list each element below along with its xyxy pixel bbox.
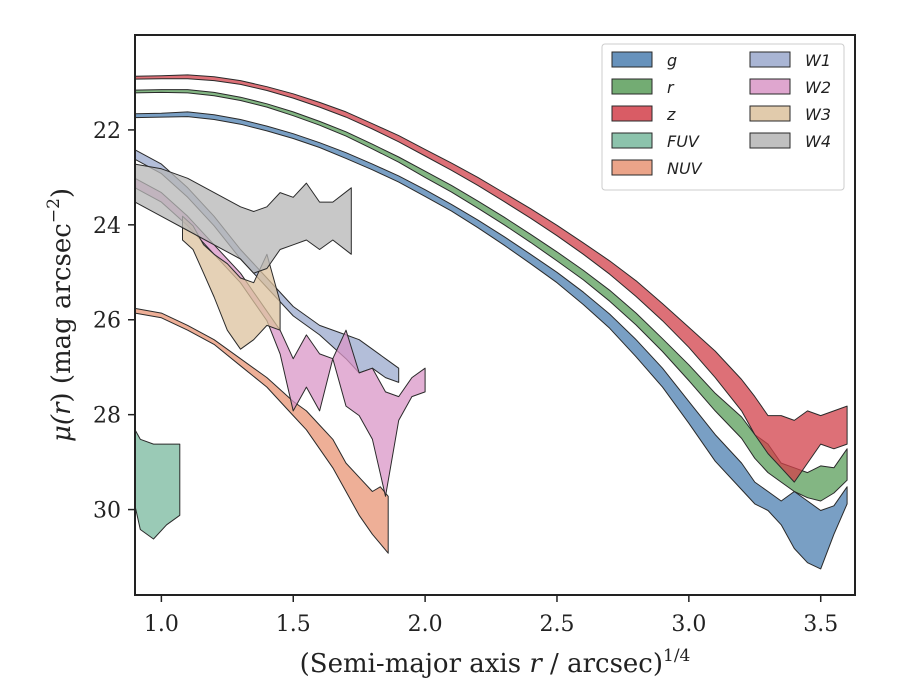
y-axis-label: μ(r) (mag arcsec−2) xyxy=(44,188,77,442)
x-axis-label: (Semi-major axis r / arcsec)1/4 xyxy=(300,646,691,679)
y-tick-label: 30 xyxy=(93,499,121,524)
legend-swatch-w1 xyxy=(750,52,790,67)
x-axis-label-exponent: 1/4 xyxy=(663,646,690,666)
legend-swatch-g xyxy=(612,52,652,67)
legend-label-nuv: NUV xyxy=(667,159,703,178)
legend-swatch-w4 xyxy=(750,133,790,148)
legend-swatch-fuv xyxy=(612,133,652,148)
y-axis-label-exponent: −2 xyxy=(44,198,64,223)
legend-label-z: z xyxy=(666,105,676,124)
y-tick-label: 28 xyxy=(93,404,121,429)
legend-swatch-z xyxy=(612,106,652,121)
surface-brightness-chart: 1.0 1.5 2.0 2.5 3.0 3.5 22 24 26 28 30 (Semi-majo… xyxy=(0,0,900,700)
legend-swatch-r xyxy=(612,79,652,94)
legend-swatch-nuv xyxy=(612,160,652,175)
y-axis-label-unit: ) (mag arcsec xyxy=(47,223,77,402)
legend-label-g: g xyxy=(667,51,677,70)
legend-label-w1: W1 xyxy=(805,51,831,70)
legend-label-fuv: FUV xyxy=(667,132,700,151)
y-axis-label-end: ) xyxy=(47,188,77,198)
x-tick-label: 3.5 xyxy=(803,612,838,637)
y-tick-label: 22 xyxy=(93,119,121,144)
legend-label-w4: W4 xyxy=(805,132,831,151)
legend-swatch-w3 xyxy=(750,106,790,121)
y-tick-label: 24 xyxy=(93,214,121,239)
x-tick-label: 2.0 xyxy=(408,612,443,637)
x-axis-label-pre: (Semi-major axis xyxy=(300,649,530,679)
x-tick-label: 1.0 xyxy=(144,612,179,637)
x-axis-label-post: / arcsec) xyxy=(542,649,663,679)
x-axis-ticks: 1.0 1.5 2.0 2.5 3.0 3.5 xyxy=(144,595,838,637)
legend-label-w3: W3 xyxy=(805,105,831,124)
legend-swatch-w2 xyxy=(750,79,790,94)
x-tick-label: 2.5 xyxy=(539,612,574,637)
y-tick-label: 26 xyxy=(93,309,121,334)
band-w4 xyxy=(135,164,351,273)
y-axis-label-mu: μ( xyxy=(47,414,77,442)
y-axis-ticks: 22 24 26 28 30 xyxy=(93,119,135,524)
band-fuv xyxy=(135,430,180,539)
x-tick-label: 1.5 xyxy=(276,612,311,637)
x-tick-label: 3.0 xyxy=(671,612,706,637)
legend-label-w2: W2 xyxy=(805,78,831,97)
